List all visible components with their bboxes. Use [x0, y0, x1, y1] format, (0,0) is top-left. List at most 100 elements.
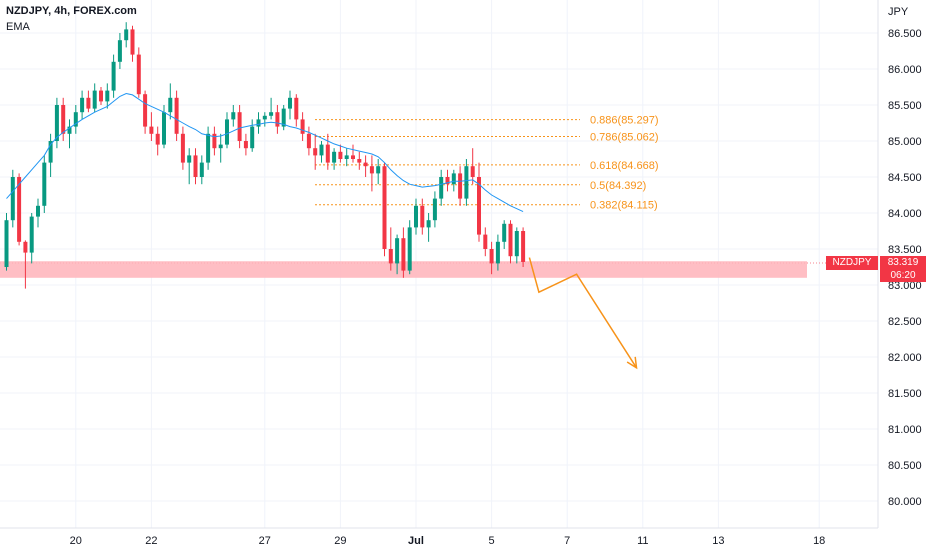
bear-candle: [155, 133, 160, 145]
bear-candle: [388, 249, 393, 264]
bull-candle: [29, 216, 34, 253]
last-price-value: 83.319: [887, 257, 919, 268]
bull-candle: [262, 115, 267, 120]
bull-candle: [256, 119, 261, 127]
x-tick-label: 29: [334, 535, 346, 547]
bear-candle: [212, 133, 217, 149]
bull-candle: [426, 220, 431, 228]
bear-candle: [17, 177, 22, 242]
arrow-head-icon: [626, 356, 638, 370]
bull-candle: [67, 126, 72, 134]
bear-candle: [23, 241, 28, 253]
bull-candle: [187, 155, 192, 163]
bear-candle: [489, 249, 494, 264]
ema-path: [6, 92, 524, 213]
bar-countdown: 06:20: [890, 270, 916, 281]
bull-candle: [206, 133, 211, 163]
y-tick-label: 82.500: [888, 316, 922, 328]
bear-candle: [61, 105, 66, 134]
bull-candle: [111, 61, 116, 91]
symbol-tag: NZDJPY: [826, 256, 878, 270]
bull-candle: [269, 112, 274, 116]
bull-candle: [105, 90, 110, 102]
fib-level-label: 0.5(84.392): [590, 180, 646, 192]
bull-candle: [124, 29, 129, 41]
y-tick-label: 85.500: [888, 100, 922, 112]
indicator-label[interactable]: EMA: [6, 21, 30, 33]
x-tick-label: 22: [145, 535, 157, 547]
y-tick-label: 86.500: [888, 28, 922, 40]
bull-candle: [502, 223, 507, 242]
price-axis[interactable]: 86.500 86.000 85.500 85.000 84.500 84.000 83.5…: [877, 0, 922, 528]
y-tick-label: 83.000: [888, 280, 922, 292]
fib-level-label: 0.382(84.115): [590, 200, 658, 212]
bear-candle: [508, 223, 513, 257]
bear-candle: [458, 173, 463, 199]
bull-candle: [42, 162, 47, 206]
fib-level-label: 0.618(84.668): [590, 160, 659, 172]
y-tick-label: 85.000: [888, 136, 922, 148]
bull-candle: [376, 166, 381, 174]
bull-candle: [10, 177, 15, 221]
y-tick-label: 80.500: [888, 460, 922, 472]
bear-candle: [477, 177, 481, 235]
x-tick-label: 18: [813, 535, 825, 547]
bear-candle: [325, 144, 330, 163]
time-axis[interactable]: 20 22 27 29 Jul 5 7 11 13 18: [0, 527, 878, 547]
bull-candle: [407, 227, 412, 271]
bear-candle: [351, 155, 355, 159]
bear-candle: [363, 162, 368, 167]
bull-candle: [218, 144, 223, 149]
bull-candle: [439, 177, 444, 199]
y-tick-label: 84.500: [888, 172, 922, 184]
x-tick-label: 5: [489, 535, 495, 547]
chart-title: NZDJPY, 4h, FOREX.com: [6, 5, 137, 17]
bull-candle: [495, 241, 500, 264]
bull-candle: [344, 155, 349, 159]
currency-label: JPY: [888, 6, 909, 18]
bear-candle: [136, 54, 141, 95]
bear-candle: [193, 155, 198, 177]
candlestick-series: [4, 22, 526, 289]
fibonacci-retracement: 0.886(85.297) 0.786(85.062) 0.618(84.668) 0…: [315, 115, 659, 212]
bear-candle: [143, 94, 148, 127]
bull-candle: [288, 97, 292, 109]
bull-candle: [4, 220, 9, 267]
bull-candle: [332, 151, 337, 163]
y-tick-label: 86.000: [888, 64, 922, 76]
bull-candle: [250, 126, 255, 149]
y-tick-label: 81.500: [888, 388, 922, 400]
last-price-tag: 83.319 06:20: [880, 256, 926, 282]
x-tick-label: 7: [564, 535, 570, 547]
bull-candle: [162, 112, 166, 145]
x-tick-label: 13: [712, 535, 724, 547]
y-tick-label: 80.000: [888, 496, 922, 508]
projection-path: [528, 257, 638, 369]
bull-candle: [319, 144, 324, 156]
bull-candle: [92, 90, 97, 109]
bear-candle: [237, 112, 242, 141]
bull-candle: [117, 40, 122, 62]
x-tick-label: 27: [259, 535, 271, 547]
bear-candle: [99, 90, 103, 102]
bull-candle: [73, 112, 78, 127]
fib-level-label: 0.886(85.297): [590, 115, 659, 127]
bear-candle: [470, 166, 475, 177]
y-tick-label: 81.000: [888, 424, 922, 436]
bear-candle: [294, 97, 299, 120]
bull-candle: [414, 205, 418, 228]
x-tick-label: Jul: [408, 535, 424, 547]
bear-candle: [420, 205, 425, 228]
bear-candle: [369, 166, 374, 174]
bull-candle: [80, 97, 85, 113]
x-tick-label: 20: [70, 535, 82, 547]
bear-candle: [275, 112, 280, 127]
bear-candle: [243, 141, 248, 149]
bear-candle: [382, 166, 387, 249]
bull-candle: [281, 108, 286, 127]
bull-candle: [514, 231, 519, 257]
bear-candle: [300, 119, 305, 134]
bear-candle: [180, 133, 185, 163]
bull-candle: [395, 238, 400, 264]
